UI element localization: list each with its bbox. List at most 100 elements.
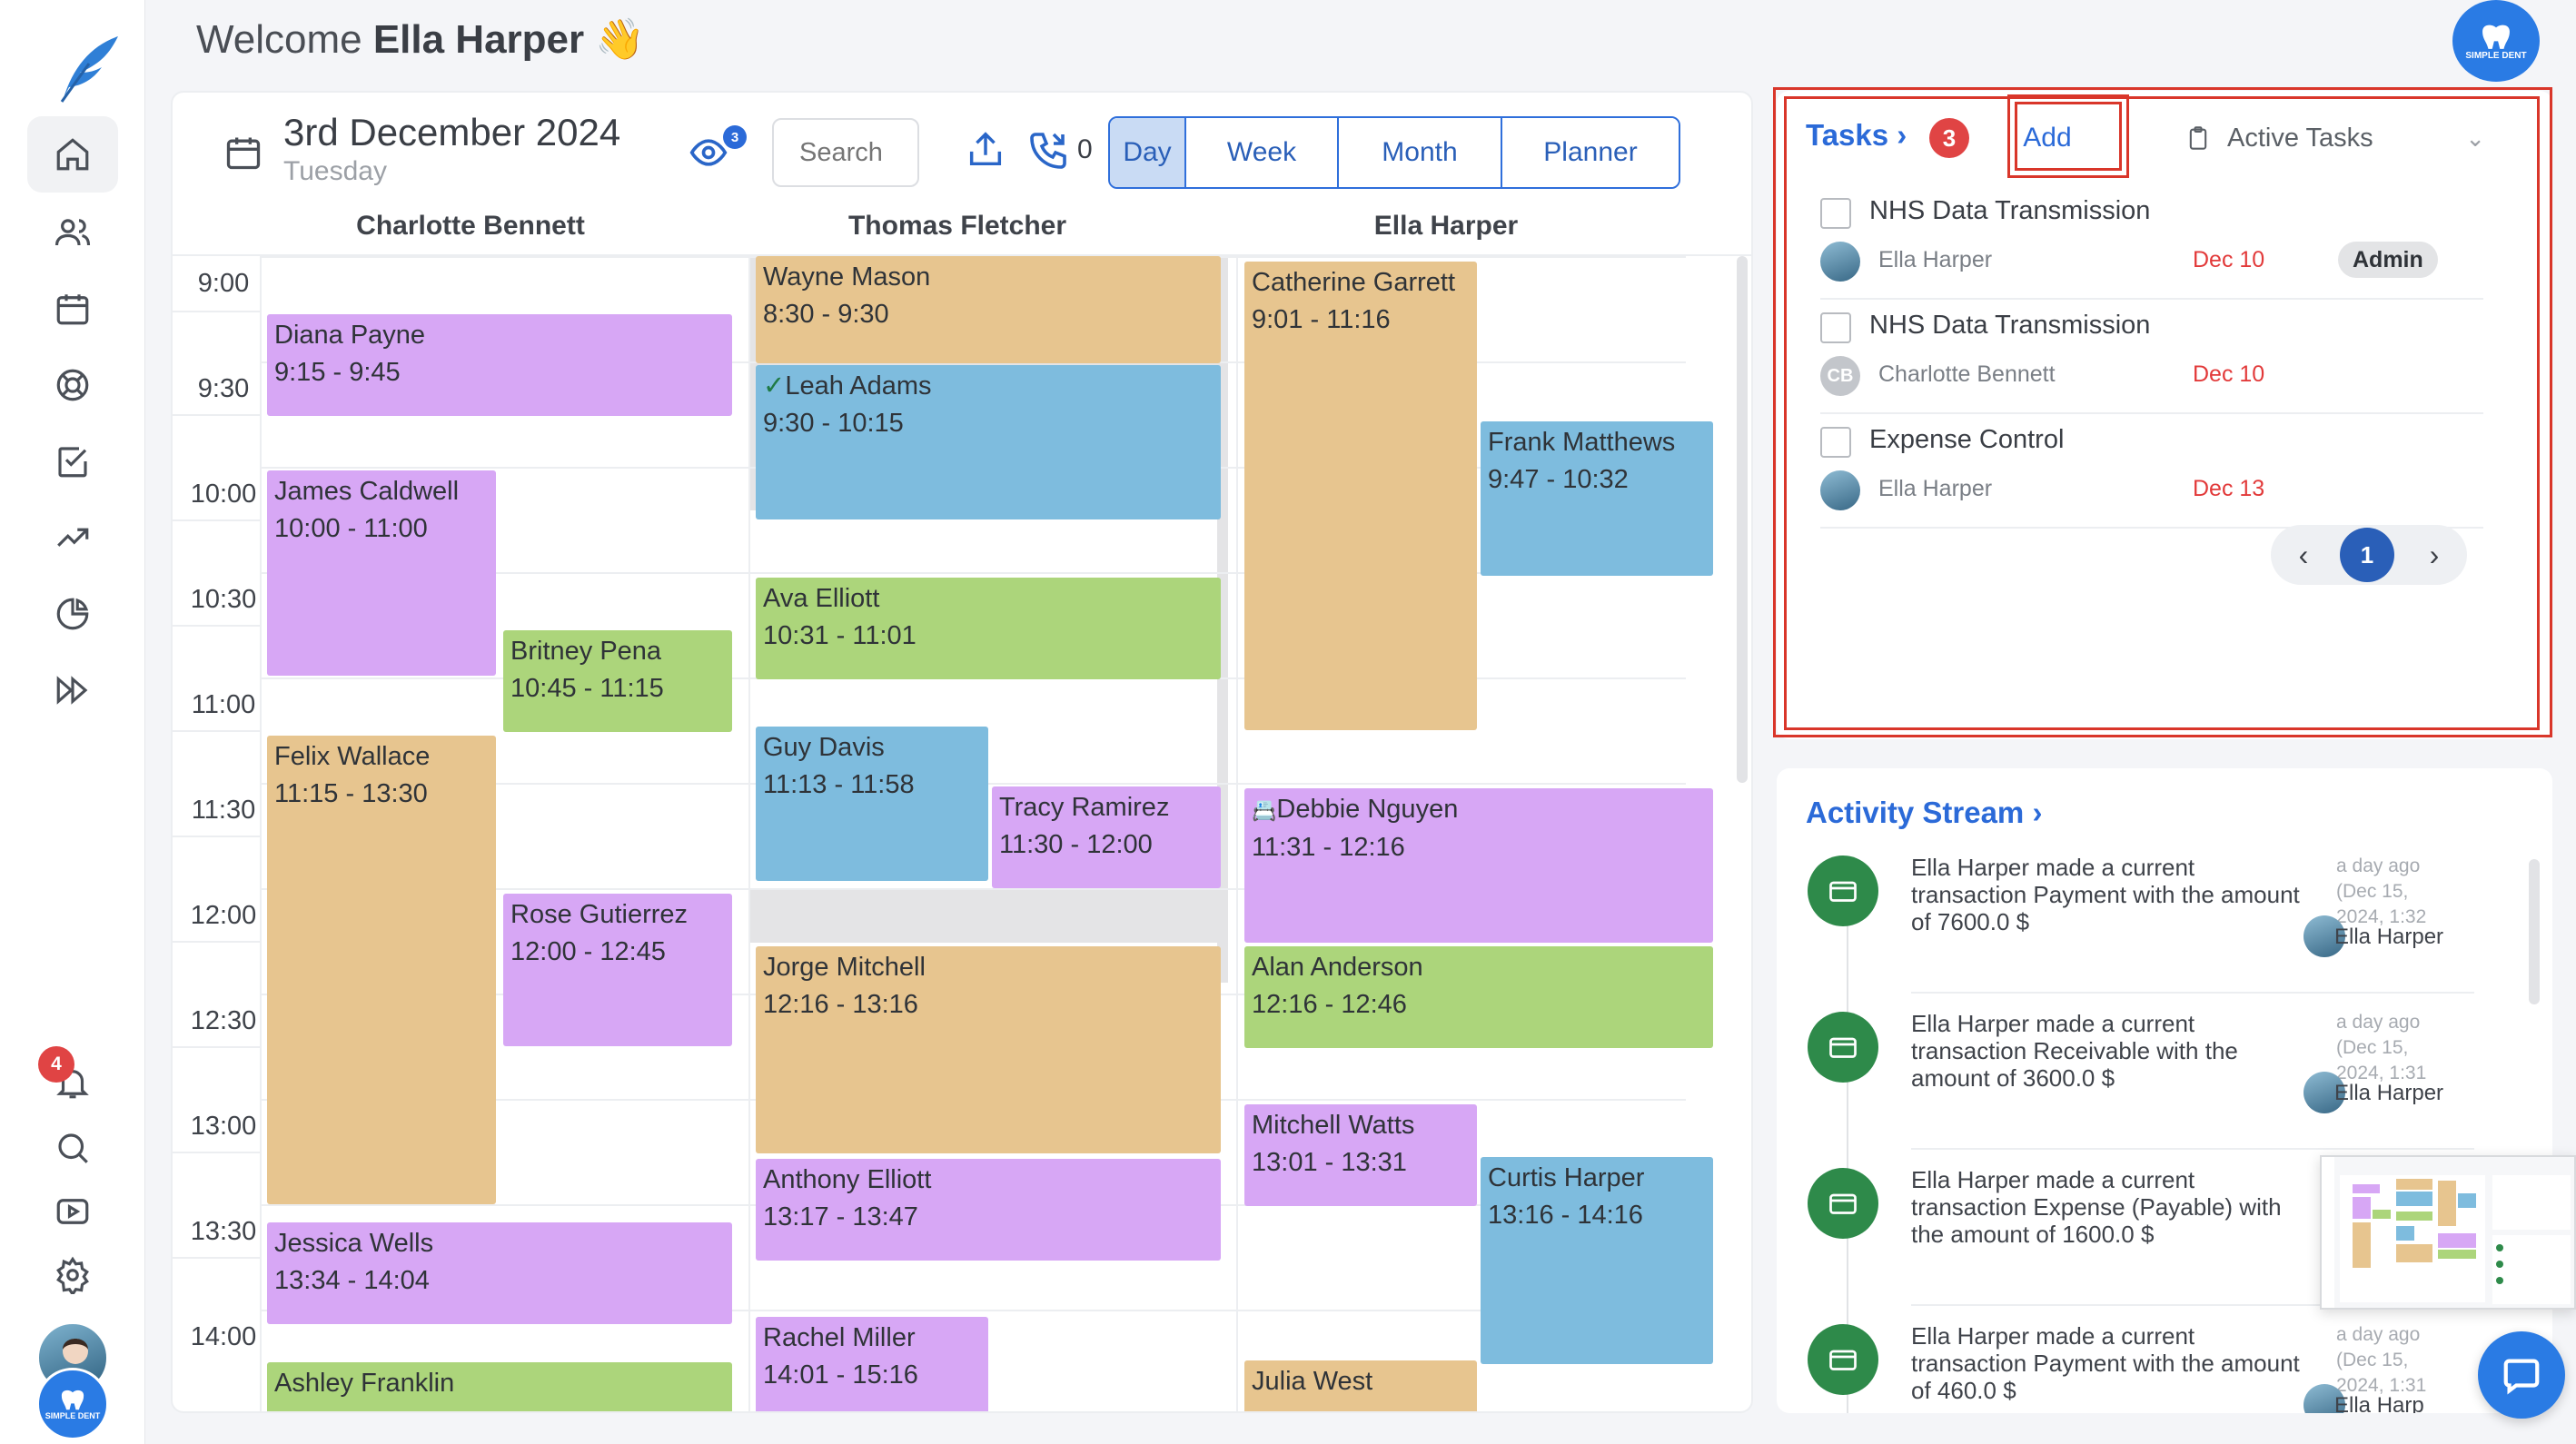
event-time: 11:15 - 13:30 (274, 779, 428, 808)
activity-scrollbar[interactable] (2529, 859, 2540, 1004)
time-label: 13:30 (190, 1217, 257, 1246)
column-header-charlotte: Charlotte Bennett (356, 211, 585, 241)
appointment-event[interactable]: Jorge Mitchell 12:16 - 13:16 (756, 946, 1221, 1153)
appointment-event[interactable]: Diana Payne 9:15 - 9:45 (267, 314, 732, 416)
checklist-icon[interactable] (27, 423, 118, 499)
event-time: 9:47 - 10:32 (1488, 465, 1629, 494)
task-item[interactable]: NHS Data Transmission Ella Harper Dec 10… (1820, 185, 2483, 300)
appointment-event[interactable]: Mitchell Watts 13:01 - 13:31 (1244, 1104, 1477, 1206)
appointment-event[interactable]: Tracy Ramirez 11:30 - 12:00 (992, 786, 1221, 888)
home-icon[interactable] (27, 116, 118, 193)
activity-item[interactable]: Ella Harper made a current transaction P… (1795, 854, 2540, 1012)
event-time: 10:31 - 11:01 (763, 621, 916, 650)
appointment-event[interactable]: 📇Debbie Nguyen 11:31 - 12:16 (1244, 788, 1713, 943)
brand-logo-icon[interactable]: SIMPLE DENT (36, 1368, 109, 1440)
pagination-next-icon[interactable]: › (2429, 538, 2440, 571)
credit-card-icon (1808, 1012, 1878, 1083)
task-checkbox[interactable] (1820, 198, 1851, 229)
pagination-current-page[interactable]: 1 (2340, 528, 2394, 582)
appointment-event[interactable]: Alan Anderson 12:16 - 12:46 (1244, 946, 1713, 1048)
task-item[interactable]: Expense Control Ella Harper Dec 13 (1820, 414, 2483, 529)
event-name: James Caldwell (274, 477, 460, 506)
appointment-event[interactable]: Felix Wallace 11:15 - 13:30 (267, 736, 496, 1204)
lifebuoy-icon[interactable] (27, 347, 118, 423)
credit-card-icon (1808, 1168, 1878, 1239)
task-due-date: Dec 10 (2193, 361, 2265, 387)
task-checkbox[interactable] (1820, 427, 1851, 458)
chevron-down-icon: ⌄ (2465, 124, 2485, 152)
event-time: 10:00 - 11:00 (274, 514, 428, 543)
activity-user: Ella Harp (2334, 1393, 2424, 1413)
missed-call-icon[interactable] (1026, 129, 1072, 174)
trending-up-icon[interactable] (27, 499, 118, 576)
task-checkbox[interactable] (1820, 312, 1851, 343)
time-label: 12:00 (190, 901, 257, 930)
event-name: Guy Davis (763, 733, 885, 762)
tasks-title-link[interactable]: Tasks › (1806, 118, 1907, 153)
event-time: 13:16 - 14:16 (1488, 1201, 1643, 1230)
event-name: Curtis Harper (1488, 1163, 1645, 1192)
calendar-icon[interactable] (27, 271, 118, 347)
eye-count-badge: 3 (723, 125, 747, 149)
activity-item[interactable]: Ella Harper made a current transaction R… (1795, 1010, 2540, 1168)
call-count: 0 (1077, 134, 1093, 164)
view-planner-button[interactable]: Planner (1502, 118, 1679, 187)
appointment-event[interactable]: Julia West (1244, 1360, 1477, 1411)
brand-logo-top-text: SIMPLE DENT (2465, 50, 2527, 61)
activity-item[interactable]: Ella Harper made a current transaction E… (1795, 1166, 2540, 1324)
video-icon[interactable] (27, 1173, 118, 1250)
appointment-event[interactable]: Curtis Harper 13:16 - 14:16 (1481, 1157, 1713, 1364)
activity-stream-panel: Activity Stream › Ella Harper made a cur… (1777, 768, 2552, 1413)
pie-chart-icon[interactable] (27, 576, 118, 652)
view-week-button[interactable]: Week (1186, 118, 1339, 187)
calendar-scrollbar[interactable] (1737, 256, 1748, 783)
appointment-event[interactable]: Rachel Miller 14:01 - 15:16 (756, 1317, 988, 1411)
appointment-event[interactable]: Ashley Franklin (267, 1362, 732, 1411)
task-item[interactable]: NHS Data Transmission CB Charlotte Benne… (1820, 300, 2483, 414)
task-user: Ella Harper (1878, 247, 1993, 272)
appointment-event[interactable]: Ava Elliott 10:31 - 11:01 (756, 578, 1221, 679)
appointment-event[interactable]: Rose Gutierrez 12:00 - 12:45 (503, 894, 732, 1046)
appointment-event[interactable]: Catherine Garrett 9:01 - 11:16 (1244, 262, 1477, 730)
screenshot-preview-thumbnail[interactable] (2320, 1155, 2576, 1310)
search-icon[interactable] (27, 1110, 118, 1186)
feather-logo[interactable] (45, 27, 127, 109)
appointment-event[interactable]: Britney Pena 10:45 - 11:15 (503, 630, 732, 732)
view-month-button[interactable]: Month (1339, 118, 1502, 187)
calendar-weekday: Tuesday (283, 156, 387, 186)
calendar-date-icon[interactable] (223, 133, 263, 173)
brand-logo-top-right-icon[interactable]: SIMPLE DENT (2452, 0, 2540, 82)
event-name: Alan Anderson (1252, 953, 1423, 982)
event-name: Britney Pena (510, 637, 662, 666)
appointment-event[interactable]: Guy Davis 11:13 - 11:58 (756, 727, 988, 881)
event-name: Mitchell Watts (1252, 1111, 1415, 1140)
settings-gear-icon[interactable] (27, 1237, 118, 1313)
appointment-event[interactable]: James Caldwell 10:00 - 11:00 (267, 470, 496, 676)
calendar-date[interactable]: 3rd December 2024 (283, 111, 621, 153)
appointment-event[interactable]: Wayne Mason 8:30 - 9:30 (756, 256, 1221, 363)
patient-card-icon: 📇 (1252, 799, 1277, 822)
appointment-event[interactable]: Frank Matthews 9:47 - 10:32 (1481, 421, 1713, 576)
task-filter-select[interactable]: Active Tasks ⌄ (2185, 118, 2485, 158)
view-day-button[interactable]: Day (1110, 118, 1186, 187)
upload-icon[interactable] (965, 129, 1006, 174)
fast-forward-icon[interactable] (27, 652, 118, 728)
task-name: Expense Control (1869, 425, 2065, 454)
task-name: NHS Data Transmission (1869, 196, 2151, 225)
appointment-event[interactable]: ✓Leah Adams 9:30 - 10:15 (756, 365, 1221, 519)
pagination-prev-icon[interactable]: ‹ (2298, 538, 2309, 571)
activity-stream-title-link[interactable]: Activity Stream › (1806, 796, 2042, 830)
event-name: Leah Adams (785, 371, 932, 401)
activity-item[interactable]: Ella Harper made a current transaction P… (1795, 1322, 2540, 1413)
eye-icon[interactable] (689, 133, 743, 173)
users-icon[interactable] (27, 194, 118, 271)
activity-text: Ella Harper made a current transaction P… (1911, 854, 2300, 935)
calendar-grid: 9:00 9:30 10:00 10:30 11:00 11:30 12:00 … (173, 254, 1751, 1411)
chat-bubble-icon[interactable] (2478, 1331, 2565, 1419)
appointment-event[interactable]: Jessica Wells 13:34 - 14:04 (267, 1222, 732, 1324)
activity-text: Ella Harper made a current transaction P… (1911, 1322, 2300, 1404)
add-task-button[interactable]: Add (2023, 123, 2072, 153)
column-header-thomas: Thomas Fletcher (847, 211, 1067, 241)
appointment-event[interactable]: Anthony Elliott 13:17 - 13:47 (756, 1159, 1221, 1261)
calendar-search-input[interactable] (772, 118, 919, 187)
